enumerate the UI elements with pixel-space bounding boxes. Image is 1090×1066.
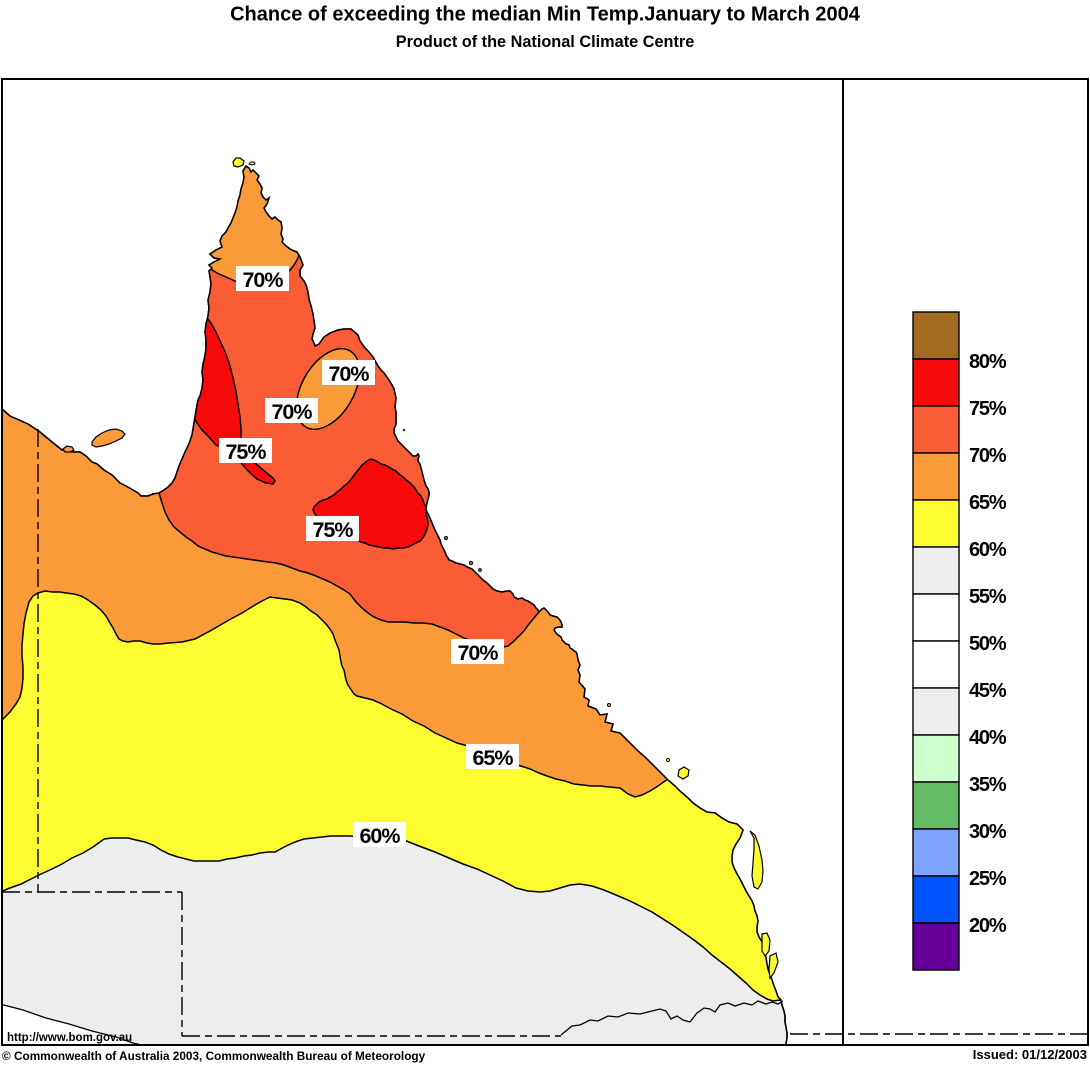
svg-text:60%: 60%: [969, 539, 1007, 561]
svg-text:75%: 75%: [969, 398, 1007, 420]
svg-text:Product of the National Climat: Product of the National Climate Centre: [396, 33, 695, 51]
svg-text:75%: 75%: [225, 440, 266, 464]
svg-text:65%: 65%: [472, 746, 513, 770]
svg-text:70%: 70%: [242, 268, 283, 292]
svg-text:55%: 55%: [969, 586, 1007, 608]
svg-text:25%: 25%: [969, 868, 1007, 890]
svg-text:50%: 50%: [969, 633, 1007, 655]
svg-text:http://www.bom.gov.au: http://www.bom.gov.au: [7, 1032, 132, 1044]
svg-text:70%: 70%: [969, 445, 1007, 467]
svg-text:Issued: 01/12/2003: Issued: 01/12/2003: [973, 1047, 1087, 1062]
svg-text:40%: 40%: [969, 727, 1007, 749]
svg-text:70%: 70%: [271, 400, 312, 424]
svg-text:60%: 60%: [359, 824, 400, 848]
svg-text:45%: 45%: [969, 680, 1007, 702]
svg-text:80%: 80%: [969, 351, 1007, 373]
svg-text:Chance of exceeding the median: Chance of exceeding the median Min Temp.…: [230, 4, 861, 26]
svg-text:70%: 70%: [328, 362, 369, 386]
svg-text:© Commonwealth of Australia 20: © Commonwealth of Australia 2003, Common…: [2, 1049, 426, 1063]
svg-text:70%: 70%: [457, 641, 498, 665]
svg-text:20%: 20%: [969, 915, 1007, 937]
svg-text:65%: 65%: [969, 492, 1007, 514]
svg-text:75%: 75%: [312, 518, 353, 542]
svg-text:35%: 35%: [969, 774, 1007, 796]
svg-text:30%: 30%: [969, 821, 1007, 843]
